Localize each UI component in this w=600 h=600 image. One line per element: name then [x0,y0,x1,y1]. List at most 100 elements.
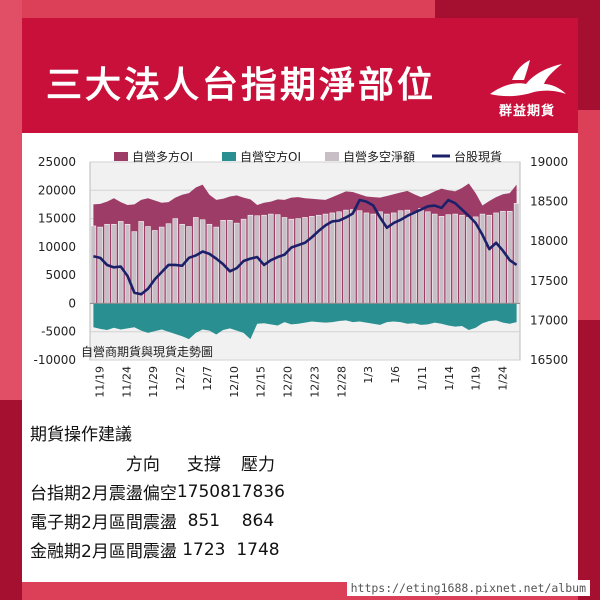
net-position-bar [500,210,506,304]
brand-logo: 群益期貨 [482,54,572,119]
net-position-bar [459,214,465,304]
advice-cell: 17836 [230,481,286,502]
net-position-bar [138,221,144,304]
x-tick-label: 12/28 [335,366,348,398]
net-position-bar [213,226,219,304]
advice-cell: 851 [187,510,221,531]
y-left-tick-label: -10000 [33,353,76,367]
y-left-tick-label: 20000 [38,183,76,197]
net-position-bar [493,212,499,304]
net-position-bar [309,216,315,304]
short-oi-area [93,303,517,340]
legend-swatch [114,152,128,161]
x-tick-label: 12/15 [255,366,268,398]
net-position-bar [158,226,165,304]
advice-row: 金融期2月 區間震盪 1723 1748 [30,535,285,564]
net-position-bar [111,223,117,304]
net-position-bar [418,208,424,304]
x-tick-label: 1/14 [443,366,456,391]
y-left-tick-label: 25000 [38,155,76,169]
legend-label: 台股現貨 [454,149,502,164]
net-position-bar [404,209,411,304]
net-position-bar [431,213,438,304]
net-position-bar [118,221,124,304]
x-tick-label: 11/24 [120,366,133,398]
net-position-bar [513,203,520,304]
net-position-bar [152,230,158,304]
net-position-bar [227,220,233,304]
advice-header-cell: 壓力 [240,455,275,475]
advice-row: 電子期2月 區間震盪 851 864 [30,506,285,535]
legend-swatch [325,152,339,161]
net-position-bar [329,212,336,304]
net-position-bar [165,223,172,304]
y-right-tick-label: 17000 [530,313,568,327]
net-position-bar [145,226,151,304]
chart-annotation: 自營商期貨與現貨走勢圖 [81,344,213,359]
net-position-bar [124,223,131,304]
advice-title: 期貨操作建議 [30,425,132,445]
net-position-bar [288,218,295,304]
net-position-bar [186,226,192,304]
net-position-bar [411,212,417,304]
y-left-tick-label: 5000 [45,268,76,282]
net-position-bar [479,213,486,304]
dealer-position-chart: 25000 20000 15000 10000 5000 0 -5000 -10000 1900… [33,149,568,398]
y-right-tick-label: 19000 [530,155,568,169]
net-position-bar [261,214,267,304]
net-position-bar [234,222,240,304]
advice-header-cell: 方向 [125,455,160,475]
x-tick-label: 12/2 [174,366,187,391]
y-left-tick-label: 0 [68,296,76,310]
legend-label: 自營多空淨額 [343,150,415,164]
advice-cell: 區間震盪 [108,542,177,562]
net-position-bar [486,214,492,304]
index-line [93,198,518,296]
net-position-bar [295,218,301,304]
net-position-bar [97,226,103,304]
y-left-tick-label: -5000 [41,325,76,339]
x-tick-label: 12/10 [228,366,241,398]
advice-cell: 台指期2月 [30,484,109,504]
advice-header-cell: 支撐 [186,455,221,475]
page-title: 三大法人台指期淨部位 [46,65,437,106]
advice-cell: 電子期2月 [30,513,109,533]
net-position-bar [438,216,445,304]
net-position-bar [452,213,458,304]
net-position-bar [90,225,97,304]
y-right-tick-label: 17500 [530,274,568,288]
y-right-tick-label: 16500 [530,353,568,367]
y-right-tick-label: 18000 [530,234,568,248]
advice-cell: 區間震盪 [108,513,177,533]
net-position-bar [302,217,308,304]
net-position-bar [343,209,349,304]
net-position-bar [466,217,472,304]
net-position-bar [356,210,363,304]
legend-label: 自營多方OI [132,149,193,164]
net-position-bar [193,217,199,304]
net-position-bar [363,212,370,304]
legend-label: 自營空方OI [240,149,301,164]
net-position-bar [445,214,452,304]
y-left-tick-label: 10000 [38,240,76,254]
advice-cell: 17508 [176,481,231,502]
x-tick-label: 12/23 [308,366,321,398]
legend-swatch [222,152,236,161]
footer-url: https://eting1688.pixnet.net/album [346,580,590,596]
x-tick-label: 1/6 [389,366,402,384]
x-tick-label: 11/19 [93,366,106,398]
advice-row: 台指期2月 震盪偏空 17508 17836 [30,477,285,506]
y-left-tick-label: 15000 [38,212,76,226]
x-tick-label: 1/24 [497,366,510,391]
advice-cell: 震盪偏空 [108,484,177,504]
net-position-bar [336,211,342,304]
net-position-bar [472,216,479,304]
advice-header-cell [30,448,109,477]
x-tick-label: 11/29 [147,366,160,398]
net-position-bar [391,212,397,304]
logo-text: 群益期貨 [498,104,555,119]
net-position-bar [370,213,376,304]
x-tick-label: 12/7 [201,366,214,391]
header-banner: 三大法人台指期淨部位 群益期貨 [22,18,578,133]
x-tick-label: 12/20 [282,366,295,398]
